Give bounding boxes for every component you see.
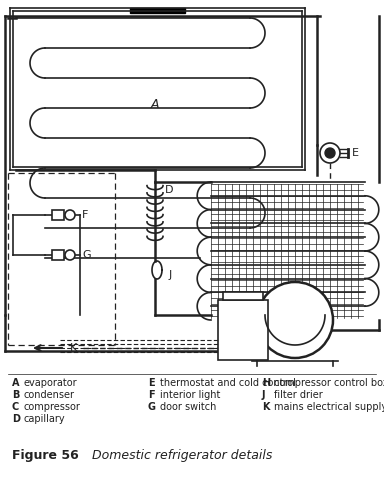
Text: Figure 56: Figure 56 — [12, 448, 79, 461]
Text: H: H — [262, 378, 270, 388]
Text: compressor: compressor — [24, 402, 81, 412]
Bar — [52, 250, 64, 260]
Text: Domestic refrigerator details: Domestic refrigerator details — [92, 448, 272, 461]
Text: door switch: door switch — [160, 402, 216, 412]
Text: filter drier: filter drier — [274, 390, 323, 400]
Bar — [223, 292, 263, 300]
Text: J: J — [169, 270, 172, 280]
Text: J: J — [262, 390, 265, 400]
Text: D: D — [12, 414, 20, 424]
Text: G: G — [148, 402, 156, 412]
Circle shape — [325, 148, 335, 158]
Text: E: E — [148, 378, 155, 388]
Text: thermostat and cold control: thermostat and cold control — [160, 378, 296, 388]
Text: condenser: condenser — [24, 390, 75, 400]
Text: B: B — [12, 390, 19, 400]
Bar — [52, 210, 64, 220]
Text: capillary: capillary — [24, 414, 66, 424]
Circle shape — [320, 143, 340, 163]
Text: C: C — [12, 402, 19, 412]
Text: C: C — [290, 321, 300, 335]
Text: K: K — [262, 402, 270, 412]
Circle shape — [65, 210, 75, 220]
Text: interior light: interior light — [160, 390, 220, 400]
Bar — [218, 300, 268, 360]
Text: A: A — [151, 98, 159, 111]
Text: G: G — [82, 250, 91, 260]
Text: B: B — [286, 284, 294, 297]
Bar — [130, 8, 185, 13]
Text: H: H — [238, 324, 248, 336]
Text: A: A — [12, 378, 20, 388]
Circle shape — [257, 282, 333, 358]
Text: D: D — [165, 185, 174, 195]
Text: K: K — [70, 343, 77, 353]
Text: F: F — [148, 390, 155, 400]
Circle shape — [65, 250, 75, 260]
Text: mains electrical supply: mains electrical supply — [274, 402, 384, 412]
Text: evaporator: evaporator — [24, 378, 78, 388]
Text: E: E — [352, 148, 359, 158]
Text: F: F — [82, 210, 88, 220]
Text: compressor control box: compressor control box — [274, 378, 384, 388]
